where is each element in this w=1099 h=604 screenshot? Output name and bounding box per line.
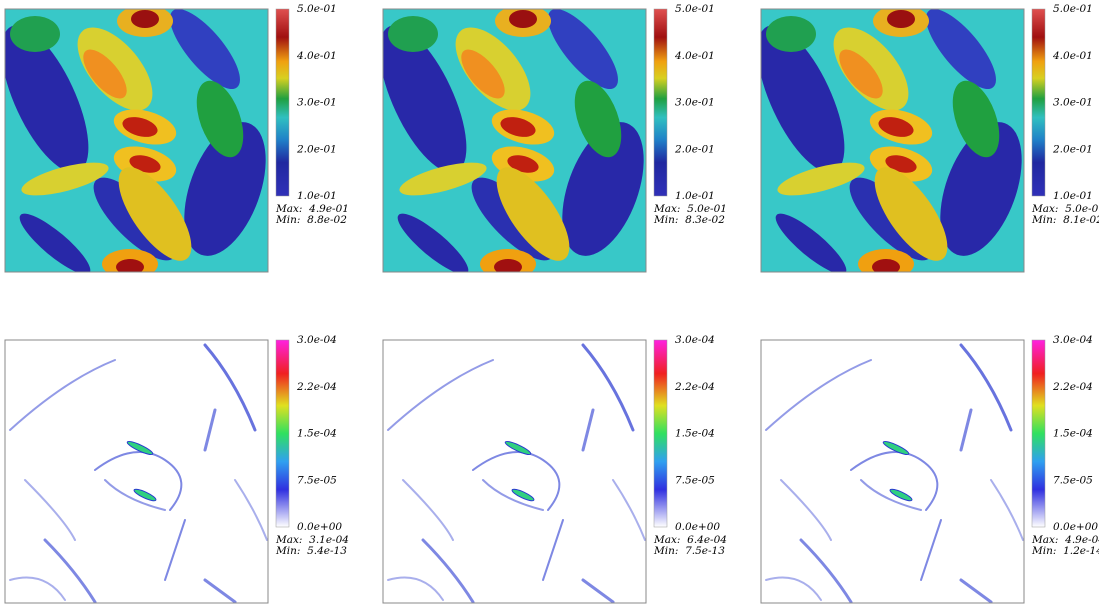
colorbar-tick-label: 7.5e-05 (675, 474, 715, 486)
colorbar-tick-label: 1.0e-01 (297, 190, 337, 202)
density-field (740, 0, 1038, 282)
colorbar-tick-label: 3.0e-04 (297, 334, 337, 346)
figure: 5.0e-014.0e-013.0e-012.0e-011.0e-01Max: … (0, 0, 1099, 604)
colorbar-tick-label: 4.0e-01 (296, 50, 337, 62)
min-label: Min: 8.8e-02 (275, 214, 347, 226)
colorbar-tick-label: 1.5e-04 (675, 428, 715, 440)
min-label: Min: 8.1e-02 (1031, 214, 1099, 226)
colorbar-tick-label: 1.5e-04 (1053, 428, 1093, 440)
colorbar-tick-label: 1.0e-01 (1053, 190, 1093, 202)
colorbar-tick-label: 3.0e-01 (1053, 97, 1093, 109)
error-field (383, 340, 646, 603)
colorbar (276, 9, 289, 196)
colorbar-tick-label: 3.0e-01 (297, 97, 337, 109)
colorbar-tick-label: 0.0e+00 (1053, 521, 1098, 533)
min-label: Min: 8.3e-02 (653, 214, 725, 226)
colorbar-tick-label: 5.0e-01 (297, 3, 337, 15)
colorbar-tick-label: 2.0e-01 (1052, 143, 1093, 155)
colorbar-tick-label: 4.0e-01 (674, 50, 715, 62)
colorbar-tick-label: 5.0e-01 (1053, 3, 1093, 15)
density-field (0, 0, 282, 282)
error-field (5, 340, 268, 603)
colorbar-tick-label: 3.0e-01 (675, 97, 715, 109)
density-field (362, 0, 660, 282)
colorbar-tick-label: 4.0e-01 (1052, 50, 1093, 62)
colorbar-tick-label: 7.5e-05 (297, 474, 337, 486)
colorbar (654, 9, 667, 196)
min-label: Min: 7.5e-13 (653, 545, 725, 557)
colorbar-tick-label: 0.0e+00 (297, 521, 342, 533)
colorbar (654, 340, 667, 527)
colorbar-tick-label: 2.2e-04 (1052, 381, 1093, 393)
colorbar-tick-label: 7.5e-05 (1053, 474, 1093, 486)
colorbar-tick-label: 1.0e-01 (675, 190, 715, 202)
colorbar-tick-label: 2.0e-01 (674, 143, 715, 155)
colorbar-tick-label: 3.0e-04 (675, 334, 715, 346)
colorbar-tick-label: 5.0e-01 (675, 3, 715, 15)
min-label: Min: 1.2e-14 (1031, 545, 1099, 557)
min-label: Min: 5.4e-13 (275, 545, 347, 557)
colorbar-tick-label: 0.0e+00 (675, 521, 720, 533)
colorbar-tick-label: 2.0e-01 (296, 143, 337, 155)
colorbar-tick-label: 2.2e-04 (674, 381, 715, 393)
colorbar-tick-label: 2.2e-04 (296, 381, 337, 393)
colorbar (1032, 9, 1045, 196)
colorbar (1032, 340, 1045, 527)
colorbar-tick-label: 1.5e-04 (297, 428, 337, 440)
colorbar-tick-label: 3.0e-04 (1053, 334, 1093, 346)
colorbar (276, 340, 289, 527)
error-field (761, 340, 1024, 603)
